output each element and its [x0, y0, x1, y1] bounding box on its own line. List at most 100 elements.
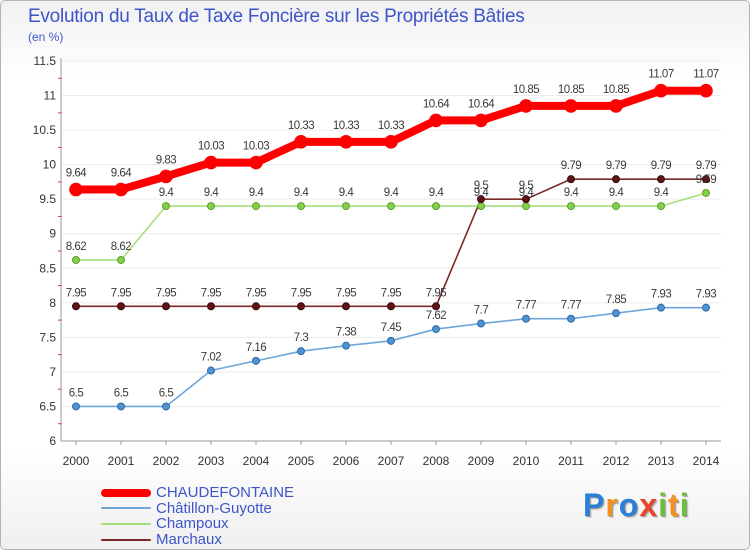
- x-tick-label: 2014: [693, 454, 720, 468]
- data-point-chatillon-guyotte: [567, 314, 575, 323]
- data-point-chatillon-guyotte: [162, 402, 170, 411]
- data-label-chatillon-guyotte: 7.62: [426, 310, 446, 322]
- data-label-marchaux: 9.79: [651, 160, 671, 172]
- data-label-marchaux: 7.95: [381, 287, 401, 299]
- data-label-marchaux: 9.79: [561, 160, 581, 172]
- data-label-chatillon-guyotte: 7.38: [336, 327, 356, 339]
- data-point-chatillon-guyotte: [342, 341, 350, 350]
- data-label-chatillon-guyotte: 7.7: [474, 305, 489, 317]
- legend-swatch-chatillon-guyotte: [101, 507, 151, 510]
- data-point-chatillon-guyotte: [387, 336, 395, 345]
- legend-swatch-champoux: [101, 522, 151, 525]
- data-label-chatillon-guyotte: 7.02: [201, 352, 221, 364]
- data-label-marchaux: 7.95: [66, 287, 86, 299]
- x-tick-label: 2002: [153, 454, 180, 468]
- data-point-marchaux: [612, 175, 620, 184]
- data-label-chatillon-guyotte: 6.5: [114, 387, 129, 399]
- data-label-marchaux: 7.95: [201, 287, 221, 299]
- legend-swatch-holder: [101, 532, 151, 548]
- data-point-marchaux: [342, 302, 350, 311]
- legend-swatch-holder: [101, 485, 151, 501]
- data-point-chatillon-guyotte: [117, 402, 125, 411]
- logo-letter: t: [668, 487, 680, 523]
- legend-label: Champoux: [156, 515, 229, 533]
- data-label-chaudefontaine: 10.33: [378, 120, 404, 132]
- data-point-chaudefontaine: [474, 113, 488, 128]
- x-tick-label: 2004: [243, 454, 270, 468]
- chart-title: Evolution du Taux de Taxe Foncière sur l…: [28, 6, 525, 27]
- data-point-chatillon-guyotte: [207, 366, 215, 375]
- data-label-chatillon-guyotte: 7.45: [381, 322, 401, 334]
- data-label-chaudefontaine: 10.33: [288, 120, 314, 132]
- data-point-marchaux: [387, 302, 395, 311]
- data-point-champoux: [162, 202, 170, 211]
- chart-unit-label: (en %): [28, 30, 64, 44]
- data-point-marchaux: [522, 195, 530, 204]
- data-label-champoux: 8.62: [111, 241, 131, 253]
- data-label-marchaux: 7.95: [291, 287, 311, 299]
- data-label-chaudefontaine: 10.64: [468, 98, 495, 110]
- data-label-chaudefontaine: 10.85: [513, 84, 539, 96]
- data-point-champoux: [72, 255, 80, 264]
- data-point-champoux: [387, 202, 395, 211]
- data-label-chatillon-guyotte: 7.77: [516, 300, 536, 312]
- data-point-chaudefontaine: [654, 83, 668, 98]
- data-label-chaudefontaine: 11.07: [693, 69, 719, 81]
- data-label-champoux: 9.4: [429, 187, 445, 199]
- data-point-chaudefontaine: [249, 155, 263, 170]
- data-label-chatillon-guyotte: 7.93: [696, 289, 716, 301]
- y-tick-label: 10: [43, 158, 57, 172]
- data-point-marchaux: [252, 302, 260, 311]
- legend-item-champoux: Champoux: [101, 516, 294, 532]
- y-tick-label: 6: [49, 434, 56, 448]
- data-label-chatillon-guyotte: 7.16: [246, 342, 266, 354]
- data-point-chaudefontaine: [429, 113, 443, 128]
- legend-item-chaudefontaine: CHAUDEFONTAINE: [101, 485, 294, 501]
- logo-letter: i: [658, 487, 669, 523]
- data-point-marchaux: [432, 302, 440, 311]
- data-point-champoux: [612, 202, 620, 211]
- legend-swatch-holder: [101, 516, 151, 532]
- data-point-champoux: [522, 202, 530, 211]
- logo-letter: o: [618, 487, 640, 523]
- data-label-marchaux: 7.95: [426, 287, 446, 299]
- data-label-marchaux: 9.5: [519, 180, 534, 192]
- data-point-marchaux: [297, 302, 305, 311]
- data-label-champoux: 9.59: [696, 174, 716, 186]
- data-label-champoux: 9.4: [294, 187, 310, 199]
- data-point-chaudefontaine: [339, 135, 353, 149]
- legend-label: Châtillon-Guyotte: [156, 499, 272, 517]
- data-point-marchaux: [477, 195, 485, 204]
- data-point-champoux: [117, 255, 125, 264]
- data-point-champoux: [342, 202, 350, 211]
- x-tick-label: 2005: [288, 454, 315, 468]
- data-point-marchaux: [207, 302, 215, 311]
- logo-letter: P: [583, 487, 606, 523]
- data-point-chaudefontaine: [294, 135, 308, 149]
- x-tick-label: 2003: [198, 454, 225, 468]
- data-point-chaudefontaine: [609, 99, 623, 113]
- legend-label: CHAUDEFONTAINE: [156, 484, 295, 501]
- data-point-chatillon-guyotte: [297, 347, 305, 356]
- data-point-chatillon-guyotte: [612, 309, 620, 318]
- data-label-marchaux: 7.95: [111, 287, 131, 299]
- legend: CHAUDEFONTAINE Châtillon-Guyotte Champou…: [101, 485, 294, 547]
- data-point-marchaux: [702, 175, 710, 184]
- y-tick-label: 11: [44, 89, 57, 103]
- data-label-champoux: 9.4: [249, 187, 265, 199]
- data-point-chatillon-guyotte: [252, 356, 260, 365]
- data-point-chatillon-guyotte: [477, 319, 485, 328]
- x-tick-label: 2000: [63, 454, 90, 468]
- logo-letter: r: [605, 487, 619, 523]
- y-tick-label: 8.5: [39, 261, 56, 275]
- data-label-champoux: 9.4: [564, 187, 580, 199]
- data-point-chaudefontaine: [519, 99, 533, 113]
- y-tick-label: 10.5: [33, 123, 57, 137]
- data-point-champoux: [567, 202, 575, 211]
- data-point-marchaux: [72, 302, 80, 311]
- data-label-chaudefontaine: 10.03: [198, 141, 224, 153]
- data-point-champoux: [477, 202, 485, 211]
- data-label-champoux: 9.4: [654, 187, 670, 199]
- data-point-marchaux: [162, 302, 170, 311]
